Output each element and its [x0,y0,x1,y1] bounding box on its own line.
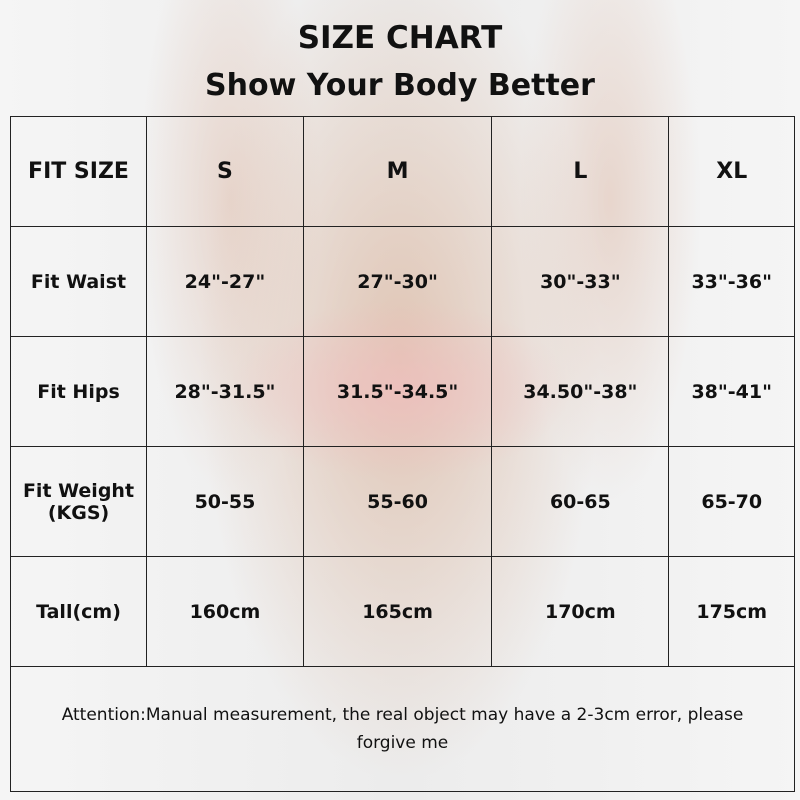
row-label: Fit Waist [10,226,147,337]
table-cell: 160cm [146,556,304,667]
header-cell: L [491,116,670,227]
header-cell: XL [668,116,795,227]
table-cell: 170cm [491,556,670,667]
table-row: Fit Waist 24"-27" 27"-30" 30"-33" 33"-36… [10,226,795,337]
header-cell: FIT SIZE [10,116,147,227]
table-cell: 165cm [302,556,493,667]
page-subtitle: Show Your Body Better [205,68,595,103]
table-row: Tall(cm) 160cm 165cm 170cm 175cm [10,556,795,667]
header-cell: S [146,116,304,227]
size-chart-table: FIT SIZE S M L XL Fit Waist 24"-27" 27"-… [10,116,795,792]
table-cell: 24"-27" [146,226,304,337]
note-line2: forgive me [356,733,449,753]
row-label-line2: (KGS) [47,501,110,524]
row-label: Fit Hips [10,336,147,447]
table-cell: 65-70 [668,446,795,557]
row-label: Fit Weight (KGS) [10,446,147,557]
table-cell: 34.50"-38" [491,336,670,447]
table-cell: 60-65 [491,446,670,557]
page-title: SIZE CHART [297,20,503,56]
table-header-row: FIT SIZE S M L XL [10,116,795,227]
table-cell: 31.5"-34.5" [302,336,493,447]
table-cell: 27"-30" [302,226,493,337]
table-row: Fit Hips 28"-31.5" 31.5"-34.5" 34.50"-38… [10,336,795,447]
table-cell: 38"-41" [668,336,795,447]
header-cell: M [302,116,493,227]
note-row: Attention:Manual measurement, the real o… [10,666,795,792]
table-cell: 30"-33" [491,226,670,337]
table-cell: 33"-36" [668,226,795,337]
table-cell: 55-60 [302,446,493,557]
row-label: Tall(cm) [10,556,147,667]
table-cell: 28"-31.5" [146,336,304,447]
note-line1: Attention:Manual measurement, the real o… [61,705,744,725]
attention-note: Attention:Manual measurement, the real o… [10,666,795,792]
table-cell: 175cm [668,556,795,667]
row-label-line1: Fit Weight [22,479,135,502]
table-cell: 50-55 [146,446,304,557]
table-row: Fit Weight (KGS) 50-55 55-60 60-65 65-70 [10,446,795,557]
